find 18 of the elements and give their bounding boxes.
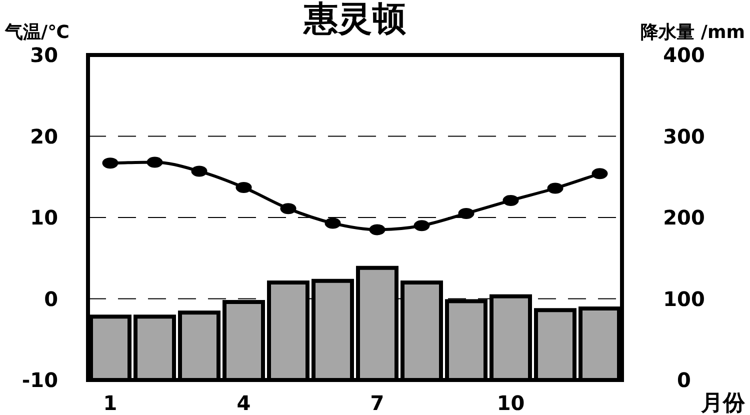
x-tick-label: 4	[236, 391, 251, 415]
y2-tick-label: 100	[663, 286, 705, 311]
x-axis-title: 月份	[700, 391, 746, 415]
y-tick-label: 0	[44, 286, 58, 311]
x-tick-label: 10	[496, 391, 525, 415]
y-tick-label: 30	[30, 43, 58, 67]
y2-axis-title: 降水量 /mm	[640, 22, 745, 43]
y-tick-label: 20	[30, 124, 58, 148]
y-tick-label: 10	[30, 206, 58, 230]
y2-tick-label: 400	[663, 43, 705, 67]
y-axis-title: 气温/℃	[4, 22, 70, 43]
y-tick-label: -10	[22, 368, 58, 392]
y2-tick-label: 300	[663, 124, 705, 148]
chart-title: 惠灵顿	[302, 0, 406, 39]
y2-tick-label: 0	[677, 368, 691, 392]
x-tick-label: 1	[103, 391, 118, 415]
y2-tick-label: 200	[663, 206, 705, 230]
x-tick-label: 7	[370, 391, 384, 415]
